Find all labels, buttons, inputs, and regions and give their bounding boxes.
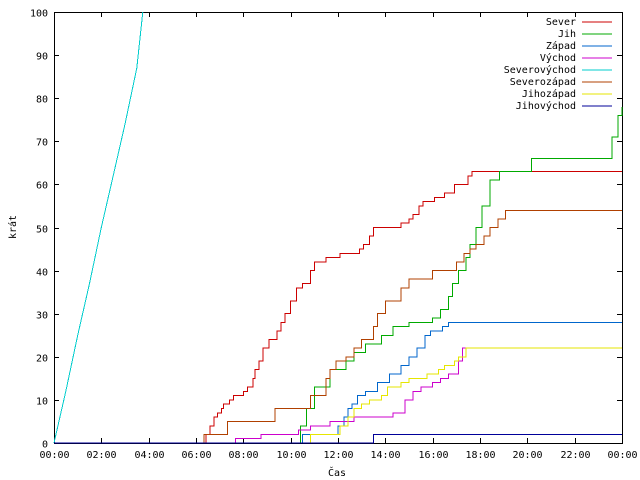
y-tick-label: 90 bbox=[36, 52, 48, 63]
x-tick-label: 14:00 bbox=[370, 450, 400, 461]
series-line-jihozápad bbox=[54, 347, 622, 444]
legend-label: Severozápad bbox=[510, 76, 576, 88]
x-tick-label: 16:00 bbox=[418, 450, 448, 461]
y-tick-label: 50 bbox=[36, 225, 48, 236]
series-line-sever bbox=[54, 171, 622, 444]
series-line-severovýchod bbox=[53, 11, 144, 444]
y-tick-label: 10 bbox=[36, 397, 48, 408]
x-tick-label: 18:00 bbox=[465, 450, 495, 461]
y-axis: 0 10 20 30 40 50 60 70 80 90 100 bbox=[30, 9, 622, 451]
y-axis-label: krát bbox=[7, 215, 19, 239]
series-group bbox=[53, 11, 623, 444]
legend-label: Jih bbox=[558, 29, 576, 40]
x-tick-label: 04:00 bbox=[134, 450, 164, 461]
x-tick-label: 20:00 bbox=[512, 450, 542, 461]
series-line-severozápad bbox=[54, 209, 622, 444]
x-axis: 00:00 02:00 04:00 06:00 08:00 10:00 12:00 14:00… bbox=[39, 12, 638, 461]
legend-label: Severovýchod bbox=[504, 64, 576, 76]
y-tick-label: 0 bbox=[42, 440, 48, 451]
y-tick-label: 60 bbox=[36, 181, 48, 192]
y-tick-label: 100 bbox=[30, 9, 48, 20]
y-tick-label: 20 bbox=[36, 354, 48, 365]
x-tick-label: 00:00 bbox=[607, 450, 637, 461]
x-tick-label: 06:00 bbox=[181, 450, 211, 461]
series-line-východ bbox=[54, 347, 622, 444]
legend-label: Východ bbox=[540, 52, 576, 64]
x-tick-label: 12:00 bbox=[323, 450, 353, 461]
series-line-jihovýchod bbox=[54, 433, 622, 444]
y-tick-label: 30 bbox=[36, 311, 48, 322]
x-axis-label: Čas bbox=[328, 466, 346, 479]
x-tick-label: 02:00 bbox=[86, 450, 116, 461]
series-line-jih bbox=[54, 106, 623, 444]
legend: SeverJihZápadVýchodSeverovýchodSeverozáp… bbox=[504, 17, 612, 112]
y-tick-label: 40 bbox=[36, 268, 48, 279]
legend-label: Sever bbox=[546, 17, 576, 28]
legend-label: Jihovýchod bbox=[516, 100, 576, 112]
x-tick-label: 08:00 bbox=[228, 450, 258, 461]
y-tick-label: 70 bbox=[36, 138, 48, 149]
x-tick-label: 00:00 bbox=[39, 450, 69, 461]
series-line-západ bbox=[54, 321, 622, 444]
x-tick-label: 22:00 bbox=[560, 450, 590, 461]
y-tick-label: 80 bbox=[36, 95, 48, 106]
legend-label: Západ bbox=[546, 40, 576, 52]
x-tick-label: 10:00 bbox=[276, 450, 306, 461]
legend-label: Jihozápad bbox=[522, 88, 576, 100]
